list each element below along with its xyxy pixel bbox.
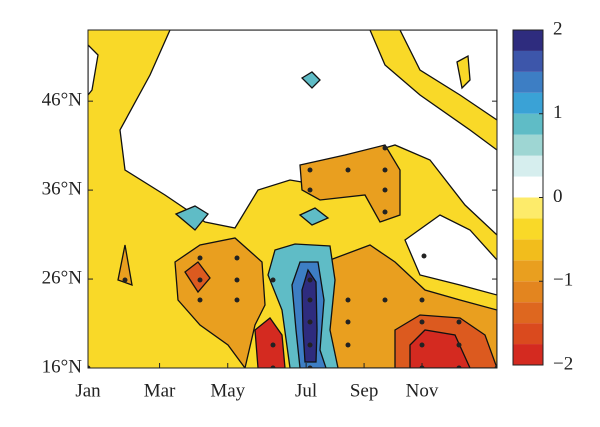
region (299, 144, 401, 223)
x-tick-label: Jul (295, 380, 317, 401)
region (399, 30, 497, 121)
colorbar-band (513, 71, 543, 93)
colorbar-band (513, 134, 543, 156)
region (254, 317, 286, 368)
colorbar-tick-label: 0 (553, 186, 563, 207)
x-tick-label: Sep (350, 380, 379, 401)
region (298, 207, 330, 226)
significance-dots (88, 145, 497, 368)
colorbar-band (513, 113, 543, 135)
region (174, 205, 209, 231)
colorbar-band (513, 281, 543, 303)
x-tick-label: Nov (406, 380, 439, 401)
region (300, 71, 321, 89)
colorbar-band (513, 302, 543, 324)
contour-field (88, 30, 497, 368)
y-tick-label: 16°N (42, 356, 83, 377)
colorbar-band (513, 92, 543, 114)
region (456, 54, 471, 90)
colorbar-band (513, 260, 543, 282)
region (409, 329, 471, 368)
colorbar-band (513, 50, 543, 72)
region (119, 30, 497, 236)
y-tick-label: 36°N (42, 178, 83, 199)
colorbar-band (513, 197, 543, 219)
region (88, 44, 99, 97)
colorbar-tick-label: 2 (553, 18, 563, 39)
colorbar-band (513, 30, 543, 51)
plot-frame (87, 29, 498, 369)
colorbar-band (513, 344, 543, 365)
y-tick-label: 46°N (42, 90, 83, 111)
region (301, 268, 318, 363)
colorbar-band (513, 218, 543, 240)
x-tick-label: Jan (75, 380, 101, 401)
colorbar-band (513, 155, 543, 177)
colorbar-tick-label: −1 (553, 270, 573, 291)
colorbar-tick-label: 1 (553, 102, 563, 123)
x-tick-label: May (210, 380, 245, 401)
x-tick-label: Mar (144, 380, 176, 401)
colorbar-tick-label: −2 (553, 353, 573, 374)
colorbar-band (513, 323, 543, 345)
y-tick-label: 26°N (42, 267, 83, 288)
region (184, 261, 211, 294)
region (404, 214, 497, 296)
colorbar-band (513, 239, 543, 261)
colorbar-band (513, 176, 543, 198)
